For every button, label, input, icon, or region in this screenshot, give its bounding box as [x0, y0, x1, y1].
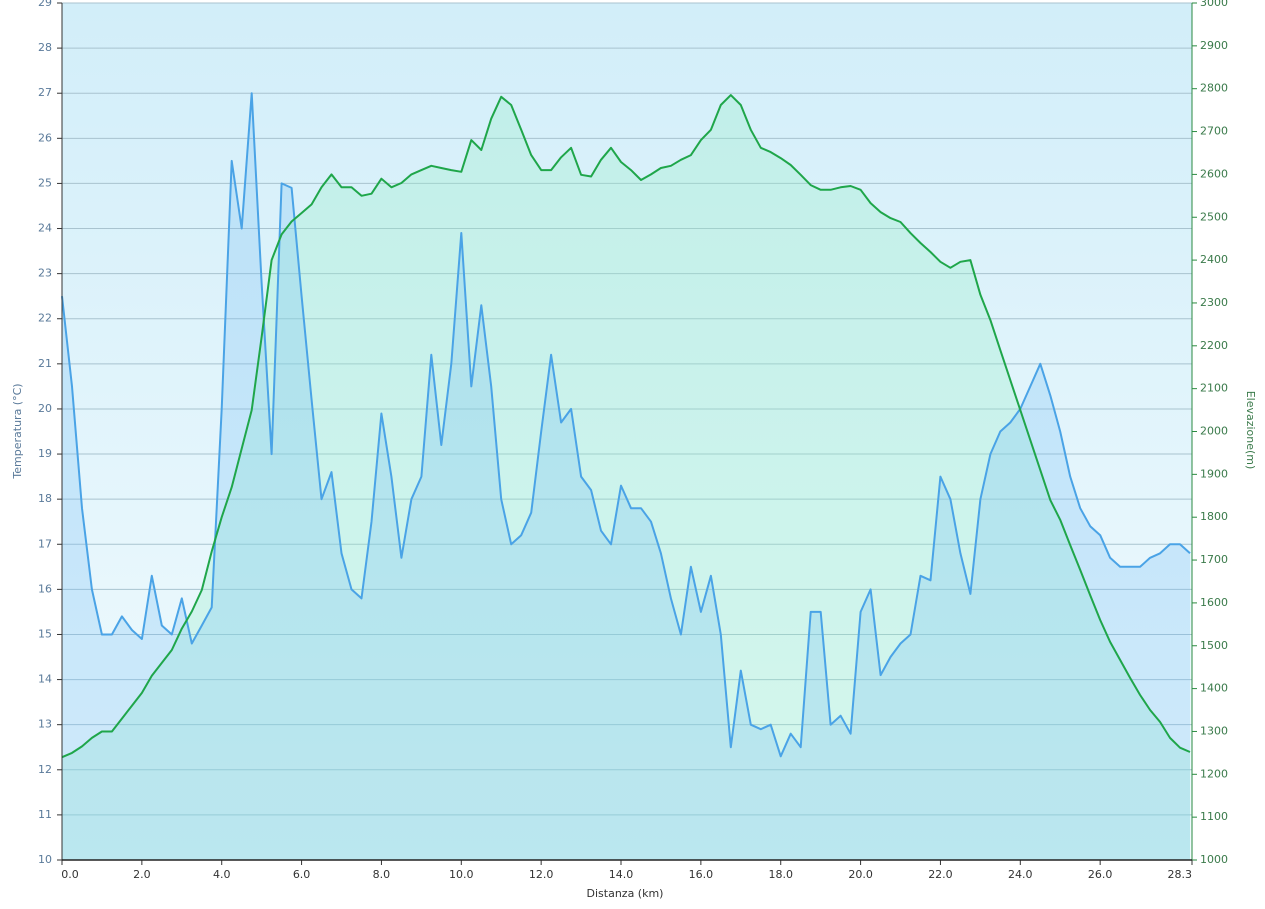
series-line	[61, 92, 1191, 758]
y2-tick-label: 1500	[1200, 639, 1228, 652]
y2-tick-label: 1400	[1200, 682, 1228, 695]
y2-tick-label: 1600	[1200, 596, 1228, 609]
y-tick-label: 26	[38, 131, 52, 144]
y-tick-label: 21	[38, 357, 52, 370]
x-tick-label: 24.0	[1008, 868, 1033, 881]
y2-tick-label: 2800	[1200, 82, 1228, 95]
y-tick-label: 19	[38, 447, 52, 460]
x-tick-label: 10.0	[449, 868, 474, 881]
x-tick-label: 6.0	[293, 868, 311, 881]
x-tick-label: 4.0	[213, 868, 231, 881]
x-tick-label: 20.0	[848, 868, 873, 881]
y2-tick-label: 1000	[1200, 853, 1228, 866]
y-tick-label: 16	[38, 582, 52, 595]
y-tick-label: 27	[38, 86, 52, 99]
x-tick-label: 22.0	[928, 868, 953, 881]
y2-tick-label: 2000	[1200, 425, 1228, 438]
y-tick-label: 11	[38, 808, 52, 821]
x-tick-label: 0.0	[61, 868, 79, 881]
y-tick-label: 17	[38, 537, 52, 550]
y2-tick-label: 2300	[1200, 296, 1228, 309]
x-tick-label: 12.0	[529, 868, 554, 881]
y2-tick-label: 2100	[1200, 382, 1228, 395]
y2-tick-label: 2500	[1200, 210, 1228, 223]
y-tick-label: 18	[38, 492, 52, 505]
y2-tick-label: 2700	[1200, 125, 1228, 138]
x-tick-label: 2.0	[133, 868, 151, 881]
y-tick-label: 15	[38, 627, 52, 640]
y2-tick-label: 1700	[1200, 553, 1228, 566]
series-line	[61, 94, 1191, 759]
area-fill	[62, 95, 1190, 861]
y-tick-label: 23	[38, 267, 52, 280]
x-tick-label: 16.0	[689, 868, 714, 881]
plot-background	[62, 3, 1192, 860]
y2-tick-label: 1100	[1200, 810, 1228, 823]
y2-tick-label: 2600	[1200, 167, 1228, 180]
y2-tick-label: 2400	[1200, 253, 1228, 266]
x-tick-label: 26.0	[1088, 868, 1113, 881]
x-tick-label: 28.3	[1168, 868, 1193, 881]
y2-tick-label: 1800	[1200, 510, 1228, 523]
y-tick-label: 12	[38, 763, 52, 776]
y2-tick-label: 2900	[1200, 39, 1228, 52]
y-tick-label: 20	[38, 402, 52, 415]
y2-tick-label: 3000	[1200, 0, 1228, 9]
y2-axis-title: Elevazione(m)	[1244, 391, 1257, 470]
area-fill	[62, 93, 1190, 860]
y-tick-label: 29	[38, 0, 52, 9]
x-tick-label: 18.0	[768, 868, 793, 881]
y-tick-label: 24	[38, 222, 52, 235]
y2-tick-label: 1900	[1200, 467, 1228, 480]
y-tick-label: 28	[38, 41, 52, 54]
y-tick-label: 13	[38, 718, 52, 731]
y2-tick-label: 1300	[1200, 724, 1228, 737]
y-tick-label: 25	[38, 176, 52, 189]
x-tick-label: 14.0	[609, 868, 634, 881]
y-tick-label: 14	[38, 673, 52, 686]
y2-tick-label: 2200	[1200, 339, 1228, 352]
y2-tick-label: 1200	[1200, 767, 1228, 780]
x-axis-title: Distanza (km)	[587, 887, 664, 900]
x-tick-label: 8.0	[373, 868, 391, 881]
y-axis-title: Temperatura (°C)	[11, 383, 24, 479]
y-tick-label: 22	[38, 312, 52, 325]
y-tick-label: 10	[38, 853, 52, 866]
